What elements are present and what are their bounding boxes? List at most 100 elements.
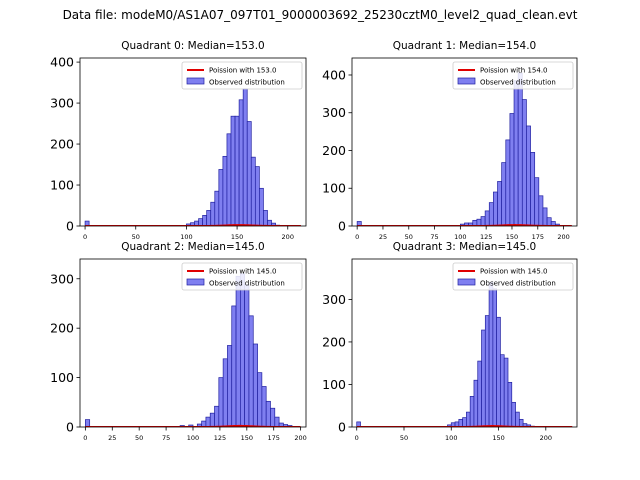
x-tick-label: 0 [355,434,359,442]
legend-fit-label: Poission with 145.0 [209,268,277,276]
x-tick-label: 50 [132,233,140,241]
x-tick-label: 175 [532,233,544,241]
y-tick-label: 300 [50,96,74,111]
histogram-bar [222,155,228,226]
histogram-bar [496,316,501,427]
histogram-bar [222,358,228,427]
x-tick-label: 200 [540,434,552,442]
legend-hist-label: Observed distribution [480,280,556,288]
x-tick-label: 125 [214,434,226,442]
quadrant-panel-0: Quadrant 0: Median=153.0 0 50 100 150 200 0 100… [50,40,307,241]
histogram-bar [521,99,527,226]
histogram-bars [85,273,293,427]
histogram-bar [248,315,254,427]
histogram-bar [484,315,490,427]
histogram-bar [261,386,267,427]
histogram-bar [226,133,232,226]
histogram-bar [214,190,220,226]
panel-title: Quadrant 2: Median=145.0 [121,241,264,253]
histogram-bar [230,115,236,226]
x-tick-label: 25 [379,233,387,241]
legend-hist-label: Observed distribution [209,280,285,288]
y-tick-label: 200 [50,137,74,152]
histogram-bar [271,222,276,226]
x-tick-label: 100 [445,434,457,442]
histogram-bar [254,166,260,226]
histogram-bar [265,400,271,427]
x-tick-label: 175 [268,434,280,442]
x-tick-label: 200 [294,434,306,442]
y-tick-label: 300 [50,271,74,286]
histogram-bar [550,221,556,226]
panel-title: Quadrant 0: Median=153.0 [121,40,264,52]
histogram-bar [493,191,498,226]
histogram-bar [240,273,246,427]
histogram-bar [476,218,482,226]
histogram-bar [501,162,507,226]
histogram-bar [469,396,475,427]
y-tick-label: 200 [322,334,346,349]
histogram-bar [252,343,258,427]
legend: Poission with 145.0 Observed distribution [452,262,574,291]
legend-fit-label: Poission with 154.0 [480,67,548,75]
histogram-bar [497,181,503,226]
panel-title: Quadrant 3: Median=145.0 [393,241,536,253]
x-tick-label: 150 [241,434,253,442]
x-tick-label: 25 [108,434,116,442]
histogram-bar [500,354,505,427]
x-tick-label: 75 [162,434,170,442]
x-tick-label: 200 [557,233,569,241]
histogram-bar [488,282,494,427]
x-tick-label: 150 [492,434,504,442]
histogram-bar [546,217,552,226]
quadrant-panel-2: Quadrant 2: Median=145.0 0 25 50 75 100 125 150… [50,241,307,442]
histogram-bar [274,416,280,427]
legend-hist-swatch [457,278,476,286]
histogram-bar [530,152,536,226]
legend-hist-swatch [186,77,205,85]
histogram-bar [246,121,252,226]
axes-frame [351,258,578,428]
legend-box [181,262,303,291]
y-tick-label: 400 [50,55,74,70]
x-tick-label: 0 [83,233,87,241]
histogram-bars [356,72,560,226]
histogram-bar [356,221,362,226]
x-tick-label: 200 [282,233,294,241]
legend-hist-label: Observed distribution [209,79,285,87]
histogram-bar [210,201,216,226]
y-tick-label: 0 [338,420,346,435]
y-tick-label: 400 [322,67,346,82]
legend-hist-label: Observed distribution [480,79,556,87]
legend: Poission with 145.0 Observed distribution [181,262,303,291]
histogram-bar [235,275,241,427]
histogram-bar [534,177,540,226]
histogram-bar [505,139,511,226]
histogram-bar [198,218,203,226]
histogram-bar [244,284,250,427]
x-tick-label: 50 [400,434,408,442]
histogram-bar [507,381,513,427]
histogram-bar [473,379,479,427]
histogram-bar [270,407,276,427]
histogram-bar [242,88,248,226]
histogram-bar [518,418,524,427]
legend-hist-swatch [457,77,476,85]
histogram-bar [542,207,548,226]
y-tick-label: 0 [66,219,74,234]
histogram-bar [503,357,509,427]
histogram-bar [484,210,490,226]
y-tick-label: 200 [322,143,346,158]
x-tick-label: 150 [506,233,518,241]
histogram-bar [481,329,486,427]
legend-box [452,61,574,90]
histogram-bar [85,419,91,427]
x-tick-label: 0 [83,434,87,442]
y-tick-label: 100 [50,370,74,385]
histogram-bar [458,418,463,427]
x-tick-label: 0 [355,233,359,241]
quadrant-panel-3: Quadrant 3: Median=145.0 0 50 100 150 200 0 100… [322,241,578,442]
histogram-bar [511,401,516,427]
histogram-bar [466,411,471,427]
histogram-bar [259,187,264,226]
